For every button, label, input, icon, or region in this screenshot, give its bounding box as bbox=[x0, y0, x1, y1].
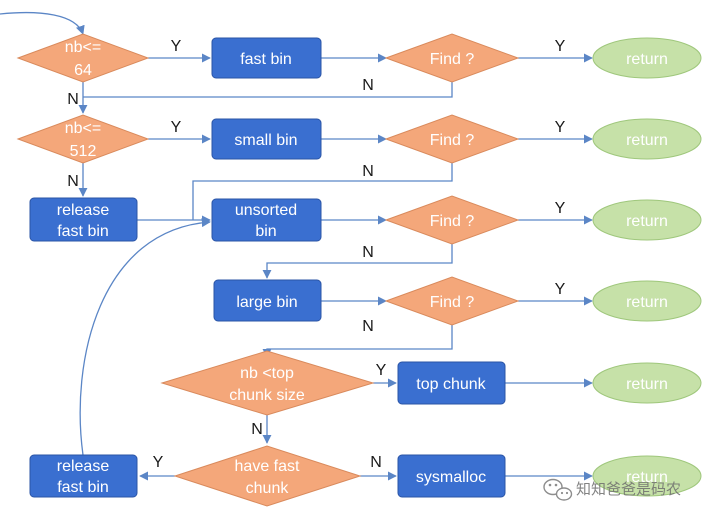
node-smallbin-label: small bin bbox=[234, 132, 297, 149]
edge-find1-no bbox=[83, 82, 453, 98]
node-sysmalloc: sysmalloc bbox=[397, 454, 506, 498]
node-find2: Find ? bbox=[384, 114, 520, 164]
node-release2: release fast bin bbox=[29, 454, 138, 498]
node-release2-line2: fast bin bbox=[57, 479, 109, 496]
node-nb64-line1: nb<= bbox=[65, 39, 101, 56]
node-nb512-line2: 512 bbox=[70, 143, 97, 160]
edge-find2-no bbox=[192, 163, 453, 220]
node-find1: Find ? bbox=[384, 33, 520, 83]
node-havefast-line2: chunk bbox=[246, 480, 290, 497]
node-ret6: return bbox=[592, 455, 702, 497]
label-y-find3: Y bbox=[555, 200, 566, 217]
node-release2-line1: release bbox=[57, 458, 110, 475]
edges bbox=[0, 11, 593, 481]
label-y-find2: Y bbox=[555, 119, 566, 136]
node-find4: Find ? bbox=[384, 276, 520, 326]
label-y-nb64: Y bbox=[171, 38, 182, 55]
edge-release2-unsorted bbox=[79, 218, 211, 456]
node-topchunk-label: top chunk bbox=[416, 376, 486, 393]
node-fastbin-label: fast bin bbox=[240, 51, 292, 68]
label-y-havefast: Y bbox=[153, 454, 164, 471]
node-fastbin: fast bin bbox=[211, 37, 322, 79]
wechat-icon bbox=[543, 478, 573, 501]
node-topchunk: top chunk bbox=[397, 361, 506, 405]
label-y-nb512: Y bbox=[171, 119, 182, 136]
node-nb512: nb<= 512 bbox=[16, 114, 150, 164]
node-havefast: have fast chunk bbox=[173, 445, 362, 507]
node-unsorted-line2: bin bbox=[255, 223, 276, 240]
edge-entry bbox=[0, 11, 85, 35]
label-n-find4: N bbox=[362, 318, 374, 335]
label-n-topcheck: N bbox=[251, 421, 263, 438]
node-ret4-label: return bbox=[626, 294, 668, 311]
node-nb512-line1: nb<= bbox=[65, 120, 101, 137]
node-topcheck-line1: nb <top bbox=[240, 365, 294, 382]
node-largebin-label: large bin bbox=[236, 294, 297, 311]
node-unsorted-line1: unsorted bbox=[235, 202, 297, 219]
node-topcheck: nb <top chunk size bbox=[160, 350, 375, 416]
node-release1-line2: fast bin bbox=[57, 223, 109, 240]
label-n-find3: N bbox=[362, 244, 374, 261]
node-ret6-label: return bbox=[626, 469, 668, 486]
node-find3-label: Find ? bbox=[430, 213, 475, 230]
label-y-find1: Y bbox=[555, 38, 566, 55]
label-n-find1: N bbox=[362, 77, 374, 94]
node-unsorted: unsorted bin bbox=[211, 198, 322, 242]
node-ret1: return bbox=[592, 37, 702, 79]
node-ret3-label: return bbox=[626, 213, 668, 230]
label-y-topcheck: Y bbox=[376, 362, 387, 379]
node-find4-label: Find ? bbox=[430, 294, 475, 311]
node-nb64-line2: 64 bbox=[74, 62, 92, 79]
edge-find4-no bbox=[262, 325, 453, 358]
node-ret4: return bbox=[592, 280, 702, 322]
node-find2-label: Find ? bbox=[430, 132, 475, 149]
node-largebin: large bin bbox=[213, 279, 322, 322]
node-ret2-label: return bbox=[626, 132, 668, 149]
node-nb64: nb<= 64 bbox=[16, 33, 150, 83]
label-y-find4: Y bbox=[555, 281, 566, 298]
node-release1-line1: release bbox=[57, 202, 110, 219]
label-n-nb64: N bbox=[67, 91, 79, 108]
node-ret5-label: return bbox=[626, 376, 668, 393]
node-sysmalloc-label: sysmalloc bbox=[416, 469, 486, 486]
label-n-nb512: N bbox=[67, 173, 79, 190]
label-n-find2: N bbox=[362, 163, 374, 180]
edge-find3-no bbox=[262, 244, 453, 279]
node-smallbin: small bin bbox=[211, 118, 322, 160]
node-havefast-line1: have fast bbox=[235, 458, 300, 475]
watermark: 知知爸爸是码农 bbox=[543, 478, 681, 501]
node-ret5: return bbox=[592, 362, 702, 404]
node-find3: Find ? bbox=[384, 195, 520, 245]
node-find1-label: Find ? bbox=[430, 51, 475, 68]
watermark-text: 知知爸爸是码农 bbox=[576, 480, 681, 498]
node-ret3: return bbox=[592, 199, 702, 241]
label-n-havefast: N bbox=[370, 454, 382, 471]
node-ret2: return bbox=[592, 118, 702, 160]
node-topcheck-line2: chunk size bbox=[229, 387, 305, 404]
node-ret1-label: return bbox=[626, 51, 668, 68]
node-release1: release fast bin bbox=[29, 197, 138, 242]
edge-labels: Y Y N N Y Y N N Y N Y N Y N Y N bbox=[67, 38, 565, 471]
